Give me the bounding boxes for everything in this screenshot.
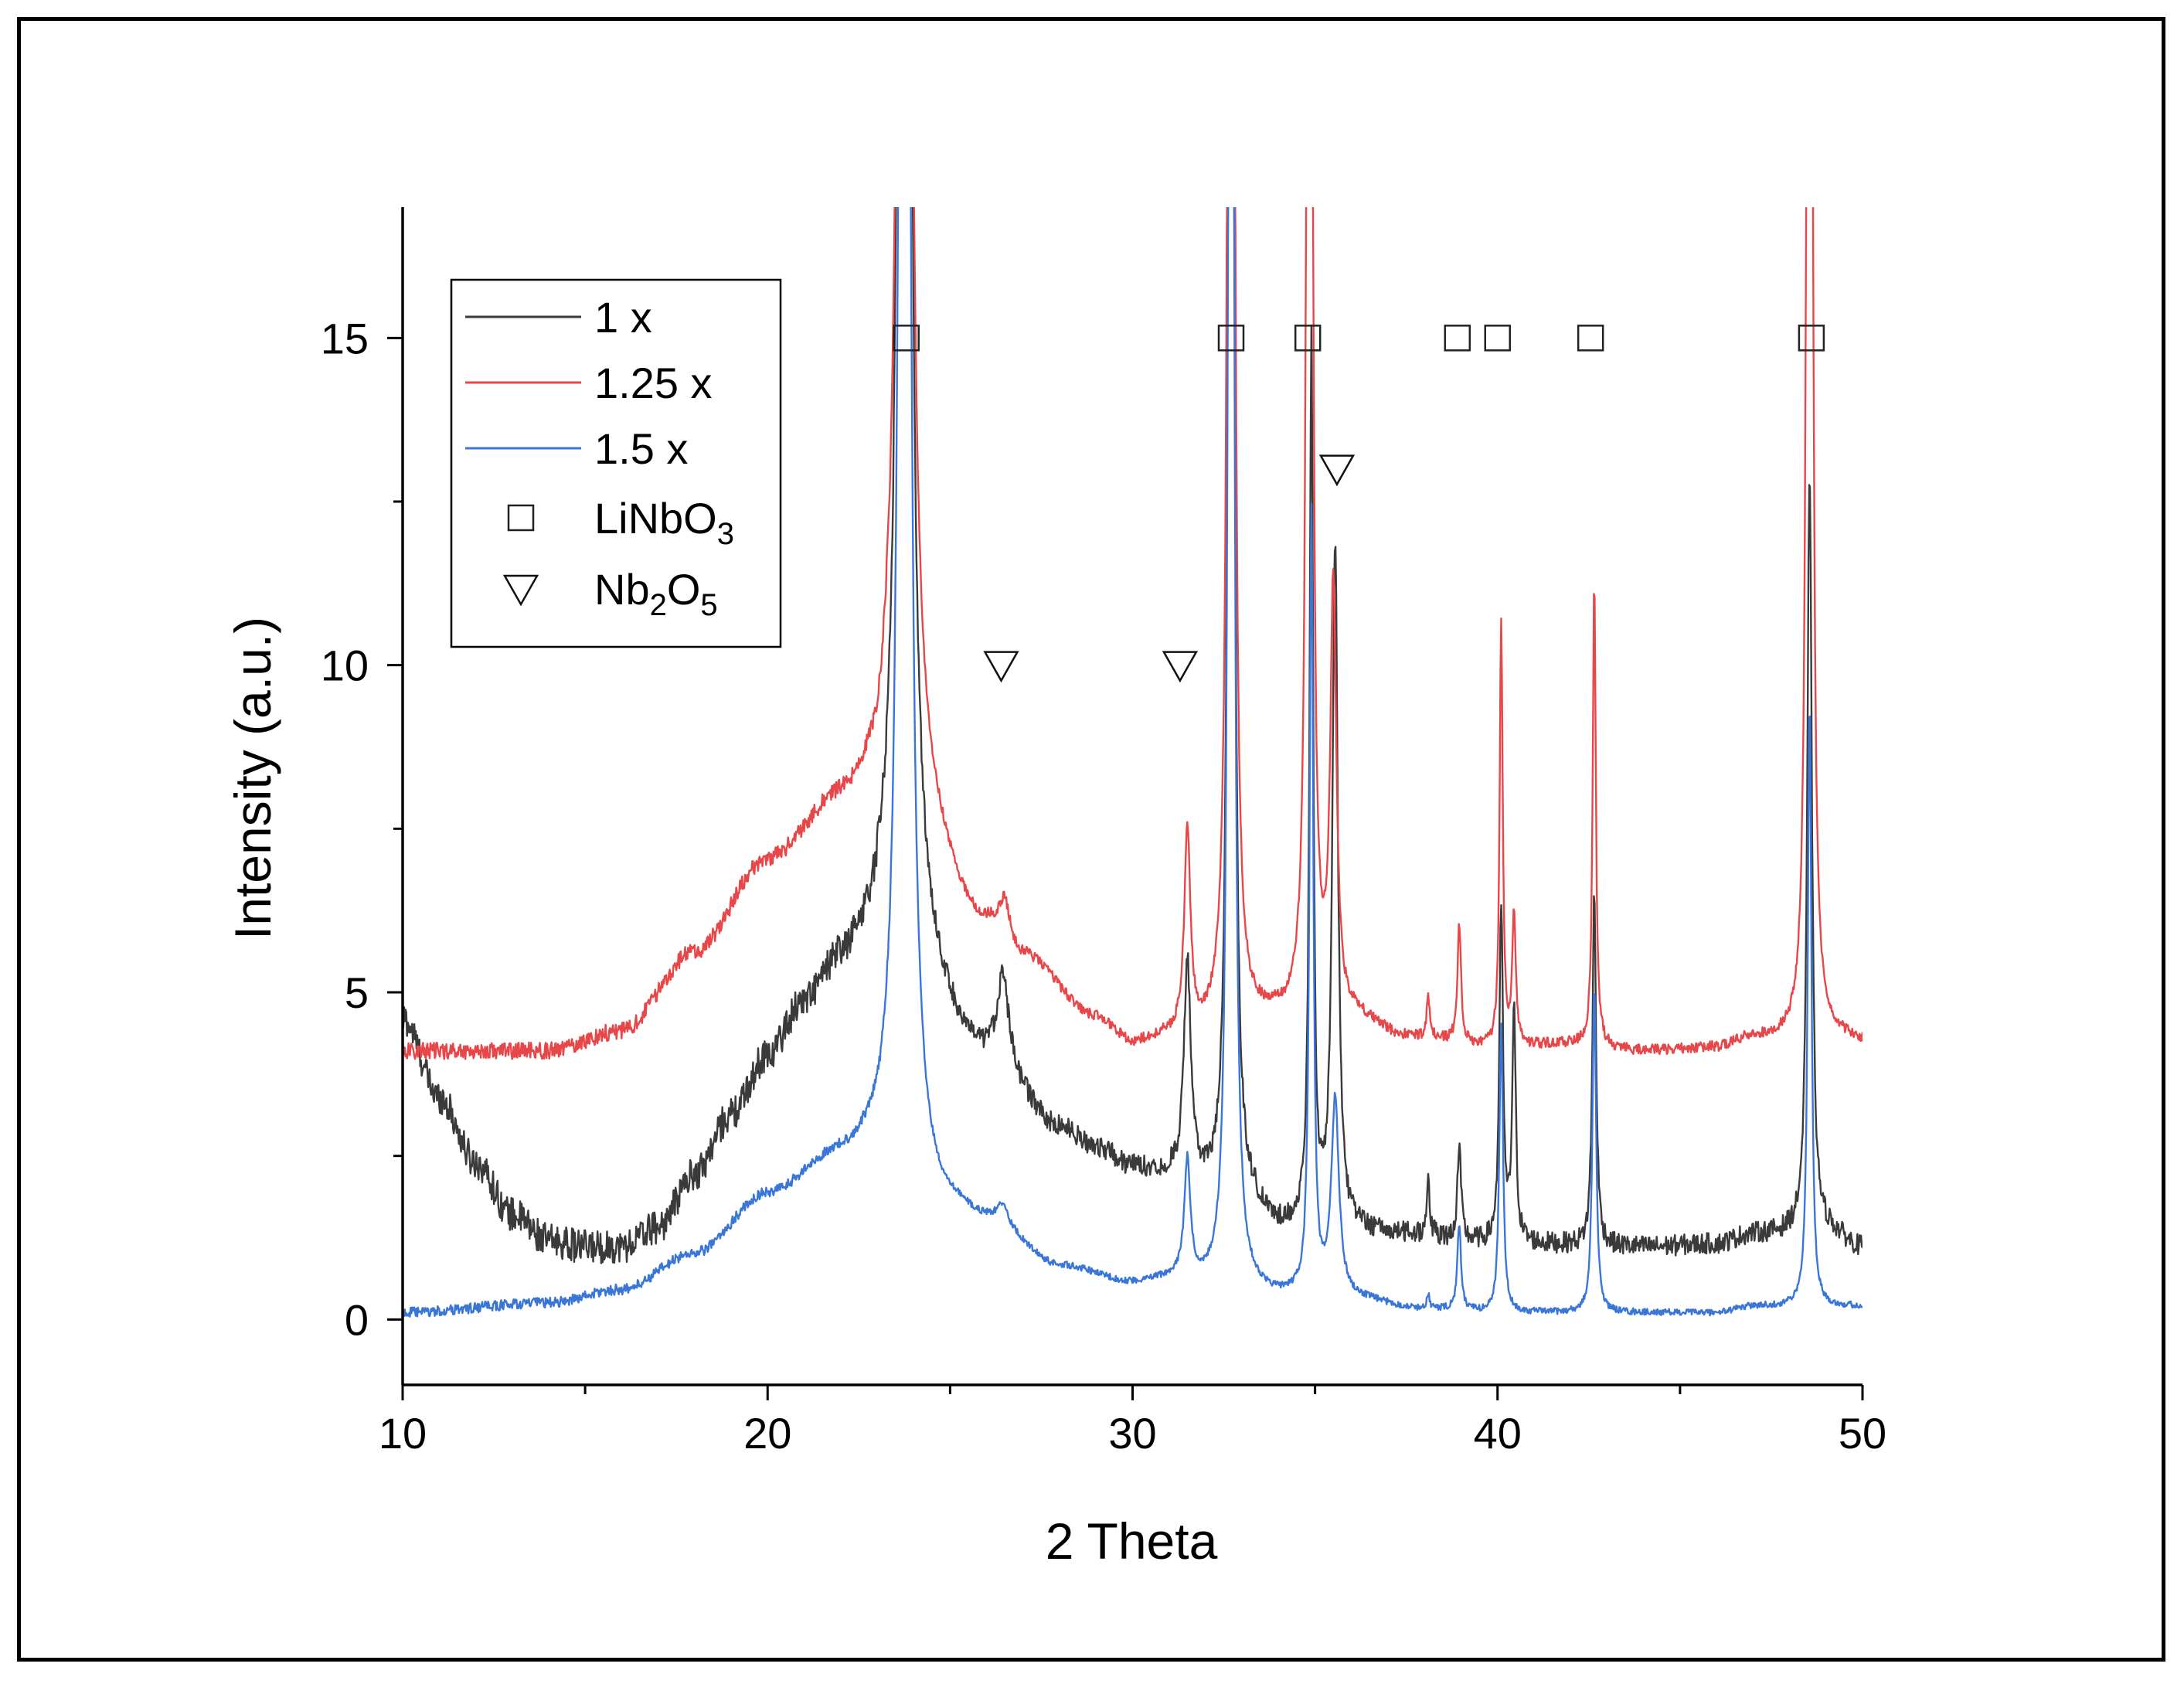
figure-frame: 10 20 30 40 50 0 5 10 15 2 Theta Intensity (a.u.… — [17, 17, 2165, 1662]
legend-label: 1 x — [594, 293, 652, 342]
series-layer — [403, 207, 1863, 1318]
x-tick-label: 30 — [1108, 1409, 1156, 1458]
nb2o5-marker — [983, 651, 1019, 683]
series-line-2 — [403, 207, 1863, 1318]
legend-swatch-square — [507, 504, 535, 532]
linbo3-marker — [1444, 325, 1471, 352]
xrd-chart: 10 20 30 40 50 0 5 10 15 2 Theta Intensity (a.u.… — [224, 207, 1886, 1570]
axes: 10 20 30 40 50 0 5 10 15 — [321, 207, 1886, 1458]
legend-label: LiNbO3 — [594, 494, 734, 551]
y-tick-label: 15 — [321, 314, 369, 362]
x-tick-label: 50 — [1839, 1409, 1886, 1458]
x-tick-label: 10 — [379, 1409, 427, 1458]
legend-box — [450, 278, 782, 648]
legend-swatch-triangle — [502, 574, 539, 607]
y-tick-label: 10 — [321, 641, 369, 690]
linbo3-marker — [1798, 325, 1825, 352]
x-axis-title: 2 Theta — [1046, 1512, 1218, 1570]
linbo3-marker — [1577, 325, 1604, 352]
linbo3-marker — [893, 325, 920, 352]
nb2o5-marker — [1318, 454, 1356, 487]
series-line-0 — [403, 207, 1863, 1264]
phase-marker-layer — [893, 325, 1825, 683]
linbo3-marker — [1294, 325, 1322, 352]
x-tick-label: 20 — [743, 1409, 791, 1458]
x-tick-label: 40 — [1474, 1409, 1522, 1458]
series-line-1 — [403, 207, 1863, 1060]
linbo3-marker — [1217, 325, 1245, 352]
nb2o5-marker — [1162, 651, 1199, 683]
legend-label: 1.5 x — [594, 424, 688, 473]
legend-label: 1.25 x — [594, 359, 713, 407]
linbo3-marker — [1484, 325, 1511, 352]
y-tick-label: 0 — [345, 1295, 369, 1344]
y-axis-title: Intensity (a.u.) — [224, 617, 281, 940]
y-tick-label: 5 — [345, 968, 369, 1017]
